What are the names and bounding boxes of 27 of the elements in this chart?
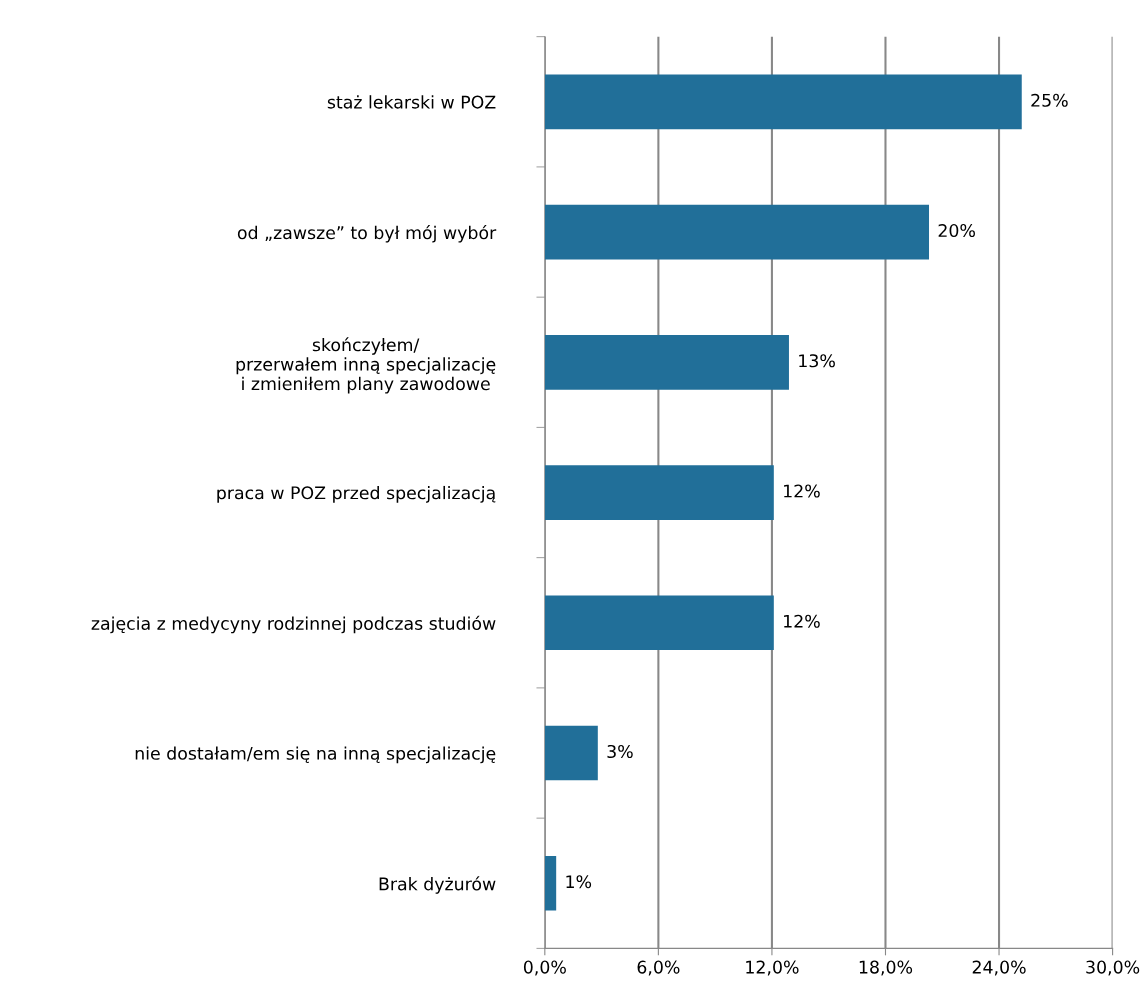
bar <box>544 855 557 911</box>
bar <box>544 334 789 390</box>
y-tick-label: Brak dyżurów <box>379 876 496 894</box>
x-tick-label: 6,0% <box>637 960 680 976</box>
y-tick-label: zajęcia z medycyny rodzinnej podczas studiów <box>91 615 496 634</box>
y-tick-label: praca w POZ przed specjalizacją <box>217 485 496 503</box>
bar <box>544 74 1022 130</box>
bar <box>544 465 774 520</box>
bar <box>544 725 598 781</box>
data-label: 3% <box>607 744 633 759</box>
data-label: 12% <box>784 614 820 628</box>
x-tick-label: 18,0% <box>859 960 913 976</box>
data-label: 20% <box>938 223 975 238</box>
x-tick-label: 0,0% <box>523 960 566 976</box>
data-label: 12% <box>784 484 820 498</box>
y-tick-label: staż lekarski w POZ <box>327 95 496 109</box>
bar <box>544 204 930 260</box>
y-tick-label: nie dostałam/em się na inną specjalizację <box>135 746 496 764</box>
data-label: 25% <box>1031 93 1068 107</box>
data-label: 1% <box>566 875 592 889</box>
y-tick-label: skończyłem/ przerwałem inną specjalizację i zmieniłem plany zawodowe <box>236 337 496 394</box>
data-label: 13% <box>799 354 835 368</box>
x-tick-label: 30,0% <box>1086 960 1140 976</box>
x-tick-label: 12,0% <box>746 960 799 976</box>
y-tick-label: od „zawsze” to był mój wybór <box>237 225 497 243</box>
bar <box>544 595 774 651</box>
x-tick-label: 24,0% <box>972 960 1026 976</box>
